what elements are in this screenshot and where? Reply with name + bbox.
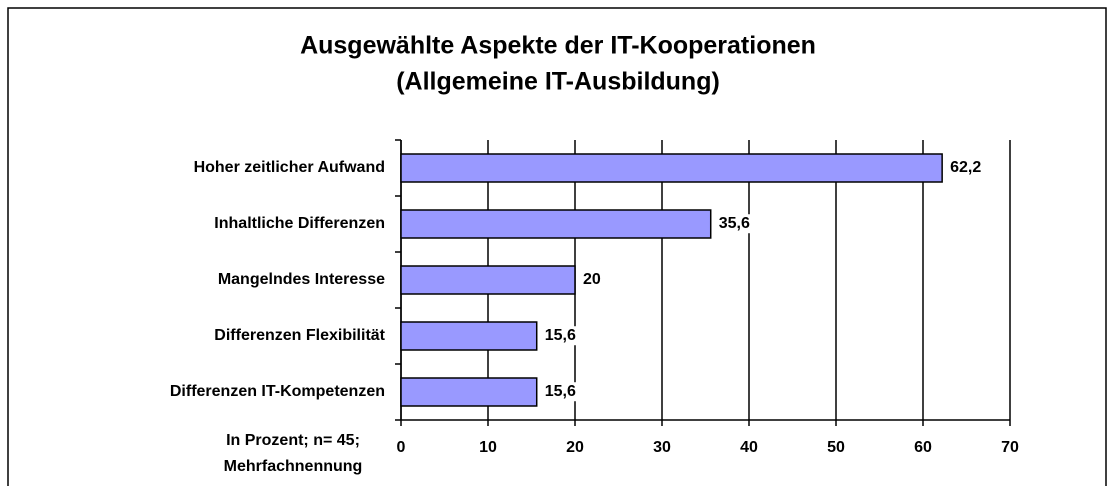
data-label-bg: [581, 270, 603, 290]
x-axis-label: In Prozent; n= 45;: [226, 432, 360, 449]
data-label: 15,6: [545, 383, 576, 400]
x-tick-label: 0: [397, 439, 406, 456]
x-tick-label: 60: [914, 439, 932, 456]
x-axis-label: Mehrfachnennung: [224, 458, 363, 475]
data-label: 35,6: [719, 215, 750, 232]
y-tick-label: Mangelndes Interesse: [218, 271, 385, 288]
data-label: 20: [583, 271, 601, 288]
x-tick-label: 70: [1001, 439, 1019, 456]
bar: [400, 209, 712, 239]
data-label-bg: [542, 326, 578, 346]
data-label-bg: [716, 214, 752, 234]
bar: [400, 153, 943, 183]
x-tick-label: 10: [479, 439, 497, 456]
x-tick-label: 40: [740, 439, 758, 456]
data-label-bg: [948, 158, 984, 178]
chart-title: (Allgemeine IT-Ausbildung): [396, 68, 720, 96]
bar: [400, 321, 538, 351]
data-label-bg: [542, 382, 578, 402]
data-label: 15,6: [545, 327, 576, 344]
y-tick-label: Hoher zeitlicher Aufwand: [194, 159, 385, 176]
chart-title: Ausgewählte Aspekte der IT-Kooperationen: [300, 32, 816, 60]
bar: [400, 377, 538, 407]
y-tick-label: Differenzen IT-Kompetenzen: [170, 383, 385, 400]
bar: [400, 265, 576, 295]
y-tick-label: Inhaltliche Differenzen: [214, 215, 385, 232]
x-tick-label: 20: [566, 439, 584, 456]
y-tick-label: Differenzen Flexibilität: [214, 327, 385, 344]
x-tick-label: 30: [653, 439, 671, 456]
data-label: 62,2: [950, 159, 981, 176]
x-tick-label: 50: [827, 439, 845, 456]
